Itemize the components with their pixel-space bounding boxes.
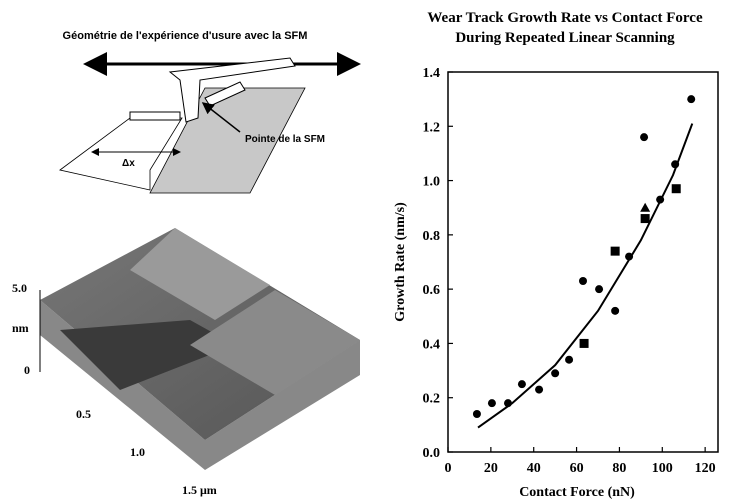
afm-image: 5.0 nm 0 0.5 1.0 1.5 μm [12, 228, 360, 497]
wear-track [149, 87, 306, 194]
z-label: 5.0 [12, 281, 27, 295]
x-axis-title: Contact Force (nN) [519, 485, 635, 500]
afm-side [40, 300, 360, 470]
x-tick-label: 100 [652, 461, 673, 476]
x-tick-label: 40 [527, 461, 541, 476]
x-tick-label: 60 [570, 461, 584, 476]
y-tick-label: 1.2 [423, 120, 441, 135]
z-label: nm [12, 321, 29, 335]
point [640, 214, 650, 224]
afm-raised [190, 290, 360, 395]
y-tick-label: 1.4 [423, 66, 441, 81]
step-block [129, 111, 181, 121]
chart-title: Wear Track Growth Rate vs Contact Force [427, 10, 703, 26]
y-tick-label: 1.0 [423, 175, 441, 190]
point [487, 399, 496, 408]
afm-raised [130, 228, 270, 320]
fit-line [477, 123, 694, 429]
point [565, 355, 574, 364]
xy-label: 1.0 [130, 445, 145, 459]
y-tick-label: 0.0 [423, 446, 441, 461]
plot-frame [447, 71, 719, 453]
point [611, 306, 620, 315]
chart: Wear Track Growth Rate vs Contact Force … [393, 10, 719, 500]
y-tick-label: 0.4 [423, 337, 441, 352]
point [640, 202, 651, 212]
dx-label: Δx [122, 158, 135, 169]
diagram-title: Géométrie de l'expérience d'usure avec l… [63, 30, 308, 42]
z-label: 0 [24, 363, 30, 377]
point [551, 369, 560, 378]
x-tick-label: 80 [612, 461, 626, 476]
point [579, 338, 589, 348]
y-tick-label: 0.2 [423, 392, 441, 407]
point [671, 184, 681, 194]
cantilever [168, 57, 296, 123]
xy-label: 0.5 [76, 407, 91, 421]
point [610, 246, 620, 256]
y-axis-title: Growth Rate (nm/s) [393, 202, 408, 322]
chart-subtitle: During Repeated Linear Scanning [455, 30, 675, 46]
xy-label: 1.5 μm [182, 483, 217, 497]
y-tick-label: 0.6 [423, 283, 441, 298]
point [687, 95, 696, 104]
y-tick-label: 0.8 [423, 229, 441, 244]
point [472, 410, 481, 418]
x-tick-label: 0 [445, 461, 452, 476]
diagram: Géométrie de l'expérience d'usure avec l… [59, 30, 361, 194]
tip-arrow [201, 102, 241, 133]
point [535, 385, 544, 394]
point [517, 380, 526, 389]
tip-label: Pointe de la SFM [245, 134, 325, 145]
point [579, 277, 587, 285]
x-tick-label: 120 [695, 461, 716, 476]
point [640, 133, 649, 142]
x-tick-label: 20 [484, 461, 498, 476]
afm-groove [60, 320, 235, 390]
point [595, 285, 604, 294]
